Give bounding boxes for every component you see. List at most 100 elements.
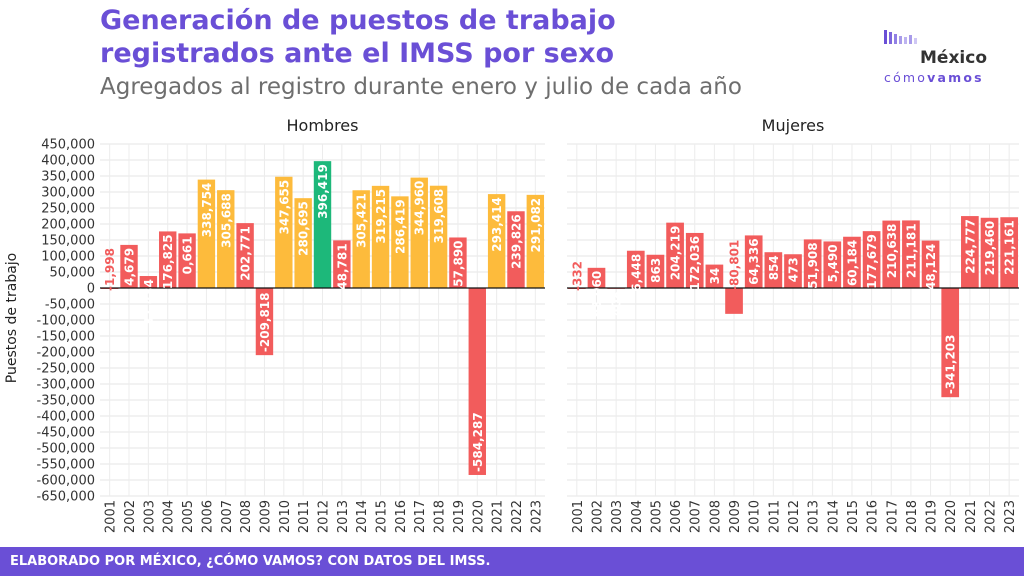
bar xyxy=(843,236,861,288)
bar xyxy=(626,250,645,288)
y-tick-label: 0 xyxy=(87,282,95,297)
bar xyxy=(862,231,881,288)
bar xyxy=(275,176,293,288)
y-tick-label: -50,000 xyxy=(45,298,95,313)
x-tick-label: 2019 xyxy=(452,500,467,533)
bar xyxy=(468,288,486,475)
bar xyxy=(507,211,525,288)
x-tick-label: 2015 xyxy=(375,500,390,533)
data-label: 291,082 xyxy=(529,198,543,253)
title-line-2: registrados ante el IMSS por sexo xyxy=(100,38,615,69)
data-label: -1,998 xyxy=(103,248,117,291)
y-tick-label: 300,000 xyxy=(41,186,95,201)
x-tick-label: 2017 xyxy=(413,500,428,533)
x-tick-label: 2006 xyxy=(669,500,684,533)
x-tick-label: 2012 xyxy=(317,500,332,533)
data-label: -209,818 xyxy=(258,293,272,353)
y-tick-label: -400,000 xyxy=(37,410,95,425)
bar xyxy=(236,223,254,288)
title-line-1: Generación de puestos de trabajo xyxy=(100,5,616,36)
footer-bar: ELABORADO POR MÉXICO, ¿CÓMO VAMOS? CON D… xyxy=(0,547,1024,576)
data-label: 5,490 xyxy=(826,244,840,282)
y-tick-label: -500,000 xyxy=(37,442,95,457)
x-tick-label: 2023 xyxy=(529,500,544,533)
x-tick-label: 2020 xyxy=(471,500,486,533)
x-tick-label: 2008 xyxy=(239,500,254,533)
bar xyxy=(487,194,506,288)
data-label: 204,219 xyxy=(669,226,683,281)
data-label: 48,124 xyxy=(924,244,938,290)
x-tick-label: 2008 xyxy=(708,500,723,533)
data-label: 319,608 xyxy=(432,189,446,244)
y-tick-label: 50,000 xyxy=(50,266,96,281)
data-label: -341,203 xyxy=(944,335,958,395)
logo-text-bottom: cómovamos xyxy=(884,70,984,85)
y-tick-label: -150,000 xyxy=(37,330,95,345)
logo-text-como: cómo xyxy=(884,70,928,85)
data-label: 60,184 xyxy=(845,240,859,286)
bar xyxy=(313,161,332,288)
x-tick-label: 2009 xyxy=(258,500,273,533)
panel-title: Hombres xyxy=(287,116,359,135)
x-tick-label: 2002 xyxy=(123,500,138,533)
bar xyxy=(294,198,312,288)
data-label: 63,060 xyxy=(590,271,604,317)
panel-title: Mujeres xyxy=(762,116,825,135)
y-tick-label: 150,000 xyxy=(41,234,95,249)
x-tick-label: 2003 xyxy=(142,500,157,533)
data-label: 396,419 xyxy=(316,164,330,219)
logo-text-vamos: vamos xyxy=(927,70,984,85)
x-tick-label: 2020 xyxy=(944,500,959,533)
x-tick-label: 2001 xyxy=(104,500,119,533)
bar xyxy=(197,179,216,288)
chart-subtitle: Agregados al registro durante enero y ju… xyxy=(100,74,742,100)
bar xyxy=(685,232,704,288)
data-label: 172,036 xyxy=(688,236,702,291)
data-label: 57,890 xyxy=(451,240,465,286)
x-tick-label: 2022 xyxy=(510,500,525,533)
x-tick-label: 2011 xyxy=(297,500,312,533)
data-label: 280,695 xyxy=(297,201,311,256)
x-tick-label: 2005 xyxy=(649,500,664,533)
x-tick-label: 2014 xyxy=(826,500,841,533)
bar xyxy=(391,196,409,288)
bar xyxy=(587,267,606,288)
data-label: 319,215 xyxy=(374,189,388,244)
bar xyxy=(333,240,351,288)
bar xyxy=(921,240,940,288)
bar xyxy=(980,217,999,288)
bar xyxy=(178,233,196,288)
data-label: 221,161 xyxy=(1003,220,1017,275)
y-axis-label: Puestos de trabajo xyxy=(4,253,20,383)
data-label: 286,419 xyxy=(393,199,407,254)
bar xyxy=(646,254,665,288)
y-tick-label: -450,000 xyxy=(37,426,95,441)
bar xyxy=(902,220,920,288)
y-tick-label: -100,000 xyxy=(37,314,95,329)
x-tick-label: 2019 xyxy=(925,500,940,533)
y-tick-label: -300,000 xyxy=(37,378,95,393)
bar xyxy=(803,239,822,288)
y-axis: 450,000400,000350,000300,000250,000200,0… xyxy=(37,138,95,505)
data-label: 344,960 xyxy=(413,181,427,236)
x-tick-label: 2010 xyxy=(748,500,763,533)
y-tick-label: -350,000 xyxy=(37,394,95,409)
footer-credit: ELABORADO POR MÉXICO, ¿CÓMO VAMOS? CON D… xyxy=(10,554,491,569)
data-label: 48,781 xyxy=(335,243,349,289)
y-tick-label: -650,000 xyxy=(37,490,95,505)
data-label: 224,777 xyxy=(963,219,977,274)
bar xyxy=(410,177,428,288)
bar xyxy=(120,244,138,288)
y-tick-label: 400,000 xyxy=(41,154,95,169)
bar xyxy=(725,288,743,314)
data-label: -80,801 xyxy=(728,240,742,291)
x-tick-label: 2018 xyxy=(905,500,920,533)
x-tick-label: 2015 xyxy=(846,500,861,533)
y-tick-label: 450,000 xyxy=(41,138,95,153)
panel-hombres: Hombres -1,998 4,679 37,434 176,825 0,661 338,… xyxy=(100,116,545,533)
x-tick-label: 2013 xyxy=(807,500,822,533)
y-tick-label: 100,000 xyxy=(41,250,95,265)
x-tick-label: 2005 xyxy=(181,500,196,533)
y-tick-label: 200,000 xyxy=(41,218,95,233)
bar xyxy=(705,264,724,288)
